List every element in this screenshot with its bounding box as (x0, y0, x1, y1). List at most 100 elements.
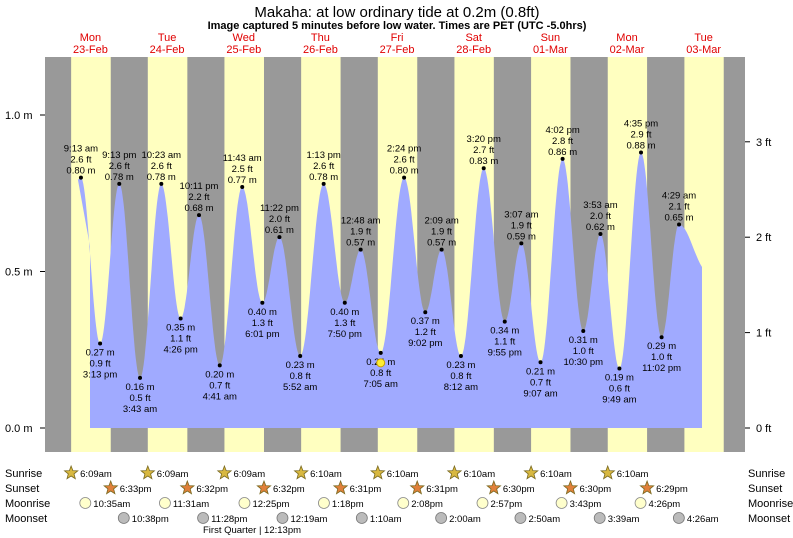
tide-time-label: 5:52 am (283, 382, 317, 393)
tide-extreme-point (502, 319, 507, 324)
moonrise-time: 12:25pm (252, 499, 289, 510)
tide-height-m-label: 0.40 m (330, 307, 359, 318)
tide-height-ft-label: 2.2 ft (188, 192, 209, 203)
tide-extreme-point (538, 360, 543, 365)
tide-height-m-label: 0.80 m (66, 166, 95, 177)
moonrise-icon (318, 497, 330, 509)
tide-height-ft-label: 2.7 ft (473, 145, 494, 156)
tide-height-ft-label: 2.6 ft (151, 161, 172, 172)
tide-time-label: 4:26 pm (163, 344, 197, 355)
sunset-icon (486, 479, 502, 495)
sunset-time: 6:33pm (120, 484, 152, 495)
moonset-time: 12:19am (290, 514, 327, 525)
tide-extreme-point (659, 335, 664, 340)
tide-labels: 9:13 am2.6 ft0.80 m0.27 m0.9 ft3:13 pm9:… (64, 119, 696, 415)
tide-height-m-label: 0.27 m (86, 347, 115, 358)
tide-height-m-label: 0.23 m (286, 360, 315, 371)
moonrise-time: 4:26pm (649, 499, 681, 510)
date-label: 28-Feb (456, 44, 491, 56)
tide-time-label: 7:05 am (364, 379, 398, 390)
sunrise-time: 6:10am (387, 469, 419, 480)
tide-height-ft-label: 2.6 ft (313, 161, 334, 172)
tide-time-label: 3:07 am (504, 209, 538, 220)
day-of-week-label: Fri (391, 32, 404, 44)
tide-extreme-point (217, 363, 222, 368)
tide-extreme-point (196, 213, 201, 218)
tide-height-ft-label: 2.0 ft (269, 214, 290, 225)
tide-height-ft-label: 1.1 ft (494, 337, 515, 348)
moonrise-icon (159, 497, 171, 509)
tide-extreme-point (402, 175, 407, 180)
tide-extreme-point (138, 375, 143, 380)
tide-height-m-label: 0.35 m (166, 322, 195, 333)
sunset-icon (409, 479, 425, 495)
date-label: 26-Feb (303, 44, 338, 56)
moonset-time: 2:00am (449, 514, 481, 525)
moonset-icon (514, 512, 527, 524)
tide-height-m-label: 0.19 m (605, 373, 634, 384)
tide-height-ft-label: 1.9 ft (511, 220, 532, 231)
day-of-week-label: Sun (541, 32, 561, 44)
date-label: 24-Feb (150, 44, 185, 56)
day-of-week-label: Tue (694, 32, 713, 44)
tide-height-ft-label: 2.5 ft (232, 164, 253, 175)
sunrise-icon (63, 464, 79, 480)
day-of-week-label: Mon (80, 32, 101, 44)
sunrise-time: 6:10am (540, 469, 572, 480)
sunrise-time: 6:09am (80, 469, 112, 480)
tide-height-ft-label: 1.0 ft (651, 352, 672, 363)
moonrise-icon (238, 497, 251, 509)
tide-extreme-point (458, 354, 463, 359)
tide-height-ft-label: 2.6 ft (394, 155, 415, 166)
moonset-time: 1:10am (370, 514, 402, 525)
sunrise-time: 6:09am (233, 469, 265, 480)
moonset-time: 4:26am (687, 514, 719, 525)
moonrise-icon (476, 497, 489, 509)
sunset-row-label: Sunset (5, 483, 39, 495)
tide-height-m-label: 0.80 m (390, 166, 419, 177)
tide-height-m-label: 0.88 m (626, 141, 655, 152)
tide-extreme-point (560, 156, 565, 161)
tide-height-m-label: 0.78 m (105, 172, 134, 183)
tide-height-ft-label: 2.6 ft (109, 161, 130, 172)
tide-height-ft-label: 2.8 ft (552, 136, 573, 147)
tide-height-m-label: 0.31 m (569, 335, 598, 346)
moonrise-time: 1:18pm (332, 499, 364, 510)
moonrise-row-label-right: Moonrise (748, 498, 793, 510)
sunset-time: 6:30pm (579, 484, 611, 495)
tide-height-ft-label: 0.8 ft (370, 368, 391, 379)
sunset-row-label-right: Sunset (748, 483, 782, 495)
tide-height-m-label: 0.78 m (309, 172, 338, 183)
sunset-time: 6:32pm (196, 484, 228, 495)
tide-height-m-label: 0.23 m (446, 360, 475, 371)
sunrise-time: 6:09am (157, 469, 189, 480)
right-axis-tick-label: 0 ft (756, 423, 771, 435)
tide-height-ft-label: 1.3 ft (252, 318, 273, 329)
tide-height-m-label: 0.86 m (548, 147, 577, 158)
day-of-week-label: Mon (616, 32, 637, 44)
moonset-time: 3:39am (608, 514, 640, 525)
tide-height-ft-label: 0.8 ft (450, 371, 471, 382)
tide-height-m-label: 0.57 m (346, 238, 375, 249)
tide-extreme-point (639, 150, 644, 155)
moonrise-time: 2:08pm (411, 499, 443, 510)
tide-extreme-point (260, 300, 265, 305)
moonrise-time: 10:35am (93, 499, 130, 510)
tide-extreme-point (358, 247, 363, 252)
tide-time-label: 4:41 am (203, 391, 237, 402)
tide-time-label: 4:02 pm (545, 125, 579, 136)
day-of-week-label: Tue (158, 32, 177, 44)
sunrise-icon (523, 464, 539, 480)
moonset-icon (672, 512, 685, 524)
moonrise-icon (555, 497, 568, 509)
tide-height-m-label: 0.29 m (647, 341, 676, 352)
tide-height-m-label: 0.62 m (586, 222, 615, 233)
tide-time-label: 11:22 pm (260, 203, 299, 214)
tide-height-m-label: 0.37 m (411, 316, 440, 327)
date-label: 23-Feb (73, 44, 108, 56)
sunset-icon (179, 479, 196, 495)
moonset-row-label-right: Moonset (748, 513, 790, 525)
tide-time-label: 3:20 pm (467, 134, 501, 145)
tide-time-label: 9:55 pm (488, 348, 522, 359)
